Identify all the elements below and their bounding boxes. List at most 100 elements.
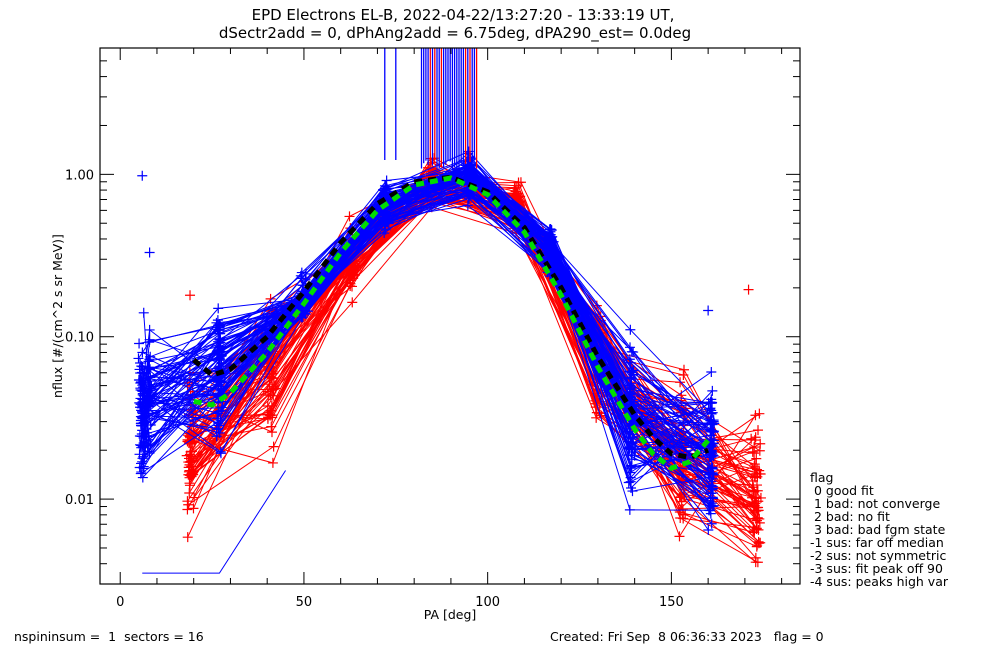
data-point-marker: [705, 488, 716, 499]
data-point-marker: [703, 524, 714, 535]
blue-trace: [141, 168, 714, 474]
data-point-marker: [707, 419, 718, 430]
data-point-marker: [707, 397, 718, 408]
data-point-marker: [137, 347, 148, 358]
data-point-marker: [462, 200, 473, 211]
data-point-marker: [184, 488, 195, 499]
data-point-marker: [212, 324, 223, 335]
data-point-marker: [513, 177, 524, 188]
blue-trace: [140, 204, 715, 507]
outlier-point: [144, 247, 155, 258]
data-point-marker: [379, 214, 390, 225]
data-point-marker: [464, 189, 475, 200]
data-point-marker: [678, 364, 689, 375]
data-point-marker: [749, 525, 760, 536]
data-point-marker: [625, 431, 636, 442]
y-tick-label: 0.10: [65, 331, 94, 346]
red-trace: [193, 206, 758, 511]
data-point-marker: [266, 372, 277, 383]
data-point-marker: [213, 408, 224, 419]
data-point-marker: [182, 532, 193, 543]
data-point-marker: [750, 463, 761, 474]
data-point-marker: [266, 427, 277, 438]
data-point-marker: [749, 500, 760, 511]
legend: flag 0 good fit 1 bad: not converge 2 ba…: [810, 470, 949, 589]
data-point-marker: [755, 438, 766, 449]
data-point-marker: [625, 418, 636, 429]
blue-trace: [142, 157, 714, 421]
data-point-marker: [749, 442, 760, 453]
data-point-marker: [705, 508, 716, 519]
data-point-marker: [182, 496, 193, 507]
data-point-marker: [678, 370, 689, 381]
data-point-marker: [627, 365, 638, 376]
data-point-marker: [183, 457, 194, 468]
legend-entry: 0 good fit: [810, 483, 874, 498]
data-point-marker: [145, 351, 156, 362]
data-traces: [133, 146, 766, 574]
data-point-marker: [708, 483, 719, 494]
data-point-marker: [627, 388, 638, 399]
outlier-point: [743, 284, 754, 295]
data-point-marker: [268, 441, 279, 452]
fit-curves: [192, 174, 710, 472]
data-point-marker: [345, 280, 356, 291]
data-point-marker: [624, 354, 635, 365]
data-point-marker: [626, 367, 637, 378]
data-point-marker: [267, 381, 278, 392]
data-point-marker: [136, 458, 147, 469]
data-point-marker: [545, 241, 556, 252]
data-point-marker: [267, 457, 278, 468]
data-point-marker: [747, 446, 758, 457]
data-point-marker: [749, 435, 760, 446]
footer-left: nspininsum = 1 sectors = 16: [14, 629, 204, 644]
data-point-marker: [703, 469, 714, 480]
data-point-marker: [627, 486, 638, 497]
data-point-marker: [675, 377, 686, 388]
y-tick-label: 1.00: [65, 168, 94, 183]
data-point-marker: [135, 399, 146, 410]
data-point-marker: [463, 174, 474, 185]
legend-title: flag: [810, 470, 833, 485]
data-point-marker: [707, 385, 718, 396]
data-point-marker: [707, 445, 718, 456]
data-point-marker: [296, 312, 307, 323]
error-bars: [384, 48, 478, 170]
data-point-marker: [137, 389, 148, 400]
data-point-marker: [628, 347, 639, 358]
data-point-marker: [213, 420, 224, 431]
outlier-point: [703, 305, 714, 316]
footer-right: Created: Fri Sep 8 06:36:33 2023 flag = …: [550, 629, 824, 644]
legend-entry: 3 bad: bad fgm state: [810, 522, 946, 537]
x-axis-label: PA [deg]: [424, 607, 477, 622]
data-point-marker: [706, 366, 717, 377]
data-point-marker: [751, 468, 762, 479]
data-point-marker: [707, 468, 718, 479]
x-tick-label: 0: [116, 595, 124, 610]
data-point-marker: [137, 440, 148, 451]
data-point-marker: [677, 503, 688, 514]
data-point-marker: [625, 463, 636, 474]
data-point-marker: [462, 188, 473, 199]
data-point-marker: [705, 403, 716, 414]
data-point-marker: [134, 449, 145, 460]
data-point-marker: [706, 484, 717, 495]
blue-trace: [142, 470, 286, 574]
data-point-marker: [134, 462, 145, 473]
data-point-marker: [136, 467, 147, 478]
data-point-marker: [212, 397, 223, 408]
data-point-marker: [262, 400, 273, 411]
data-point-marker: [706, 463, 717, 474]
legend-entry: -3 sus: fit peak off 90: [810, 561, 943, 576]
data-point-marker: [753, 425, 764, 436]
blue-trace: [140, 165, 712, 451]
data-point-marker: [214, 344, 225, 355]
data-point-marker: [751, 515, 762, 526]
data-point-marker: [626, 460, 637, 471]
data-point-marker: [145, 387, 156, 398]
data-point-marker: [347, 297, 358, 308]
legend-entry: 2 bad: no fit: [810, 509, 890, 524]
data-point-marker: [626, 378, 637, 389]
symmetric-fit-line: [193, 175, 710, 472]
